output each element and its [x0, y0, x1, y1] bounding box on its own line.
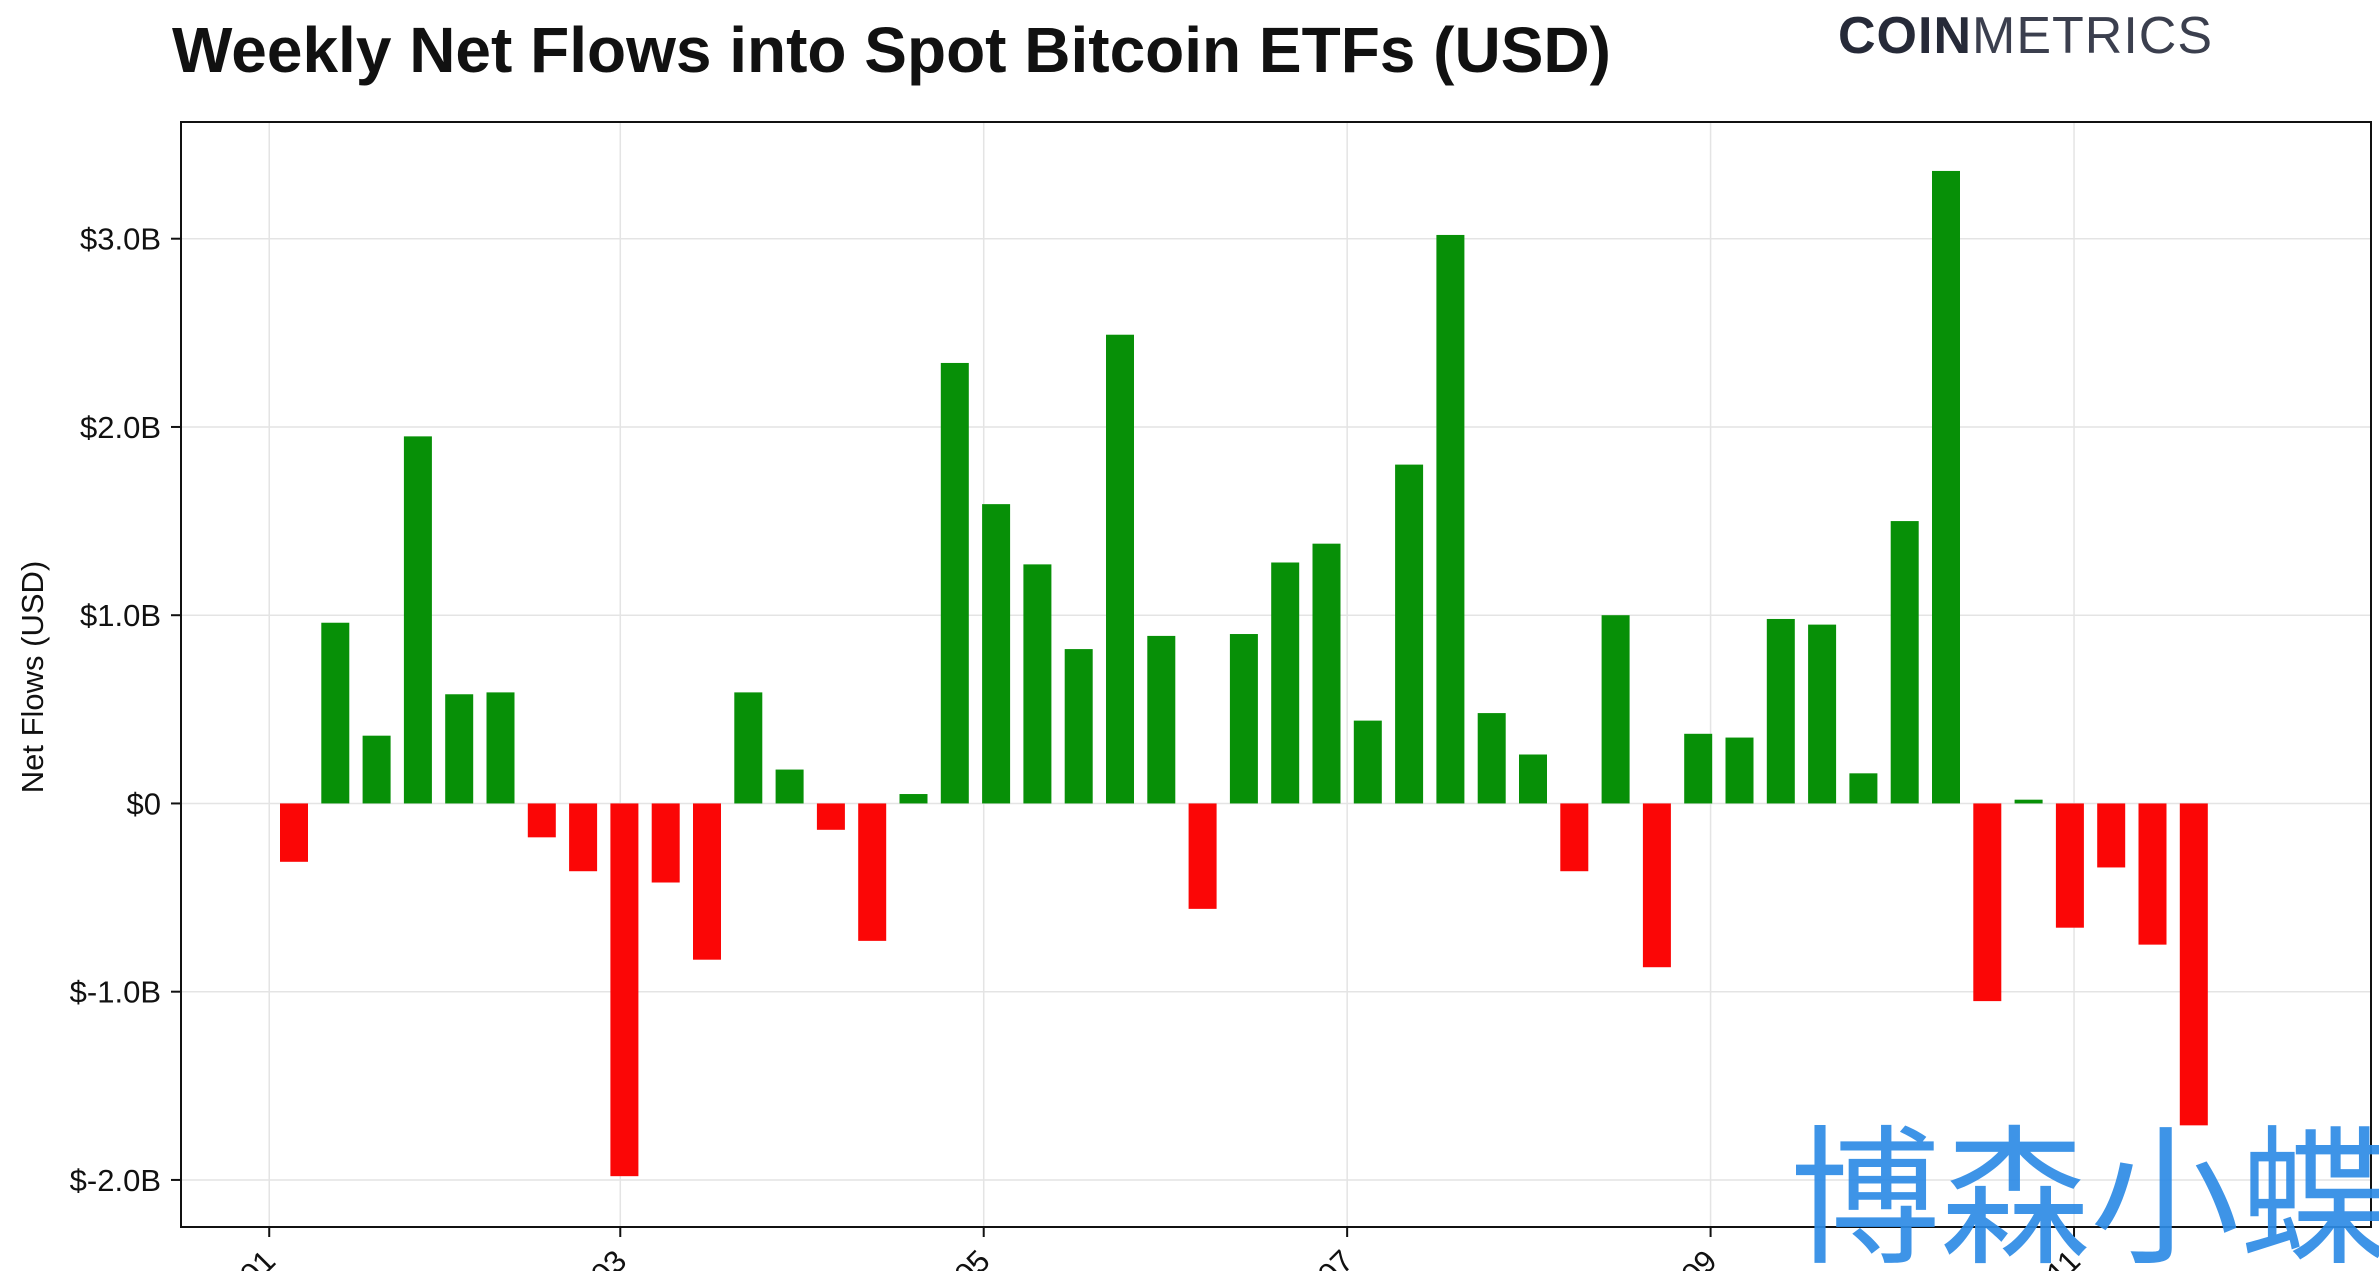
coinmetrics-logo: COINMETRICS — [1838, 6, 2213, 66]
bar-week-15 — [858, 803, 887, 941]
bar-week-44 — [2055, 803, 2084, 928]
y-tick-label: $-2.0B — [70, 1163, 161, 1198]
bar-week-46 — [2138, 803, 2167, 945]
bar-week-1 — [280, 803, 308, 862]
bar-week-27 — [1353, 720, 1382, 804]
plot-frame — [180, 121, 2372, 1228]
chart-title: Weekly Net Flows into Spot Bitcoin ETFs … — [172, 14, 1611, 86]
bar-week-17 — [940, 362, 969, 804]
bar-week-13 — [775, 769, 804, 804]
logo-light-text: METRICS — [1972, 7, 2213, 65]
bar-week-26 — [1312, 543, 1341, 804]
bar-week-32 — [1560, 803, 1589, 872]
bar-week-37 — [1766, 618, 1795, 804]
bar-week-29 — [1436, 234, 1465, 804]
bar-week-40 — [1890, 521, 1919, 804]
y-tick-label: $1.0B — [80, 598, 161, 633]
bar-week-38 — [1808, 624, 1837, 804]
bar-week-3 — [362, 735, 391, 804]
x-tick-label: 01 — [233, 1243, 282, 1271]
bar-week-31 — [1519, 754, 1547, 804]
bar-week-35 — [1684, 733, 1713, 804]
bar-week-9 — [610, 803, 639, 1177]
bar-week-8 — [569, 803, 598, 872]
bar-week-42 — [1973, 803, 2002, 1002]
bar-week-5 — [445, 694, 474, 804]
bar-week-7 — [527, 803, 556, 838]
bar-week-19 — [1023, 564, 1052, 804]
bar-week-24 — [1229, 634, 1258, 804]
bar-week-47 — [2179, 803, 2208, 1126]
bar-week-21 — [1106, 334, 1134, 804]
bar-week-11 — [693, 803, 721, 960]
bar-week-2 — [321, 622, 350, 804]
bar-week-43 — [2014, 799, 2043, 804]
bar-week-36 — [1725, 737, 1754, 804]
x-tick-label: 05 — [948, 1243, 997, 1271]
bar-week-34 — [1642, 803, 1671, 968]
bar-week-22 — [1147, 635, 1176, 804]
x-tick-label: 03 — [584, 1243, 633, 1271]
y-tick-label: $-1.0B — [70, 975, 161, 1010]
bar-week-28 — [1395, 464, 1424, 804]
x-tick-label: 09 — [1674, 1243, 1723, 1271]
y-tick-label: $0 — [127, 786, 161, 821]
y-tick-label: $3.0B — [80, 222, 161, 257]
bar-week-16 — [899, 794, 928, 804]
x-tick-label: 07 — [1311, 1243, 1360, 1271]
bar-week-18 — [982, 504, 1011, 804]
logo-bold-text: COIN — [1838, 7, 1972, 65]
bar-week-20 — [1064, 649, 1093, 804]
y-axis: $-2.0B $-1.0B $0 $1.0B $2.0B $3.0B — [70, 222, 181, 1198]
bar-week-10 — [651, 803, 680, 883]
bar-week-45 — [2097, 803, 2126, 868]
bar-week-25 — [1271, 562, 1300, 804]
y-tick-label: $2.0B — [80, 410, 161, 445]
bar-week-6 — [486, 692, 515, 804]
bar-week-14 — [816, 803, 845, 830]
bar-week-33 — [1601, 615, 1630, 804]
bar-week-30 — [1477, 713, 1506, 804]
bar-week-41 — [1932, 170, 1960, 804]
bar-week-23 — [1188, 803, 1217, 909]
bar-week-4 — [403, 436, 432, 804]
bars — [280, 170, 2208, 1177]
bar-week-12 — [734, 692, 763, 804]
watermark-text: 博森小蝶 — [1790, 1113, 2379, 1287]
y-axis-label: Net Flows (USD) — [15, 561, 50, 794]
bar-week-39 — [1849, 773, 1878, 804]
